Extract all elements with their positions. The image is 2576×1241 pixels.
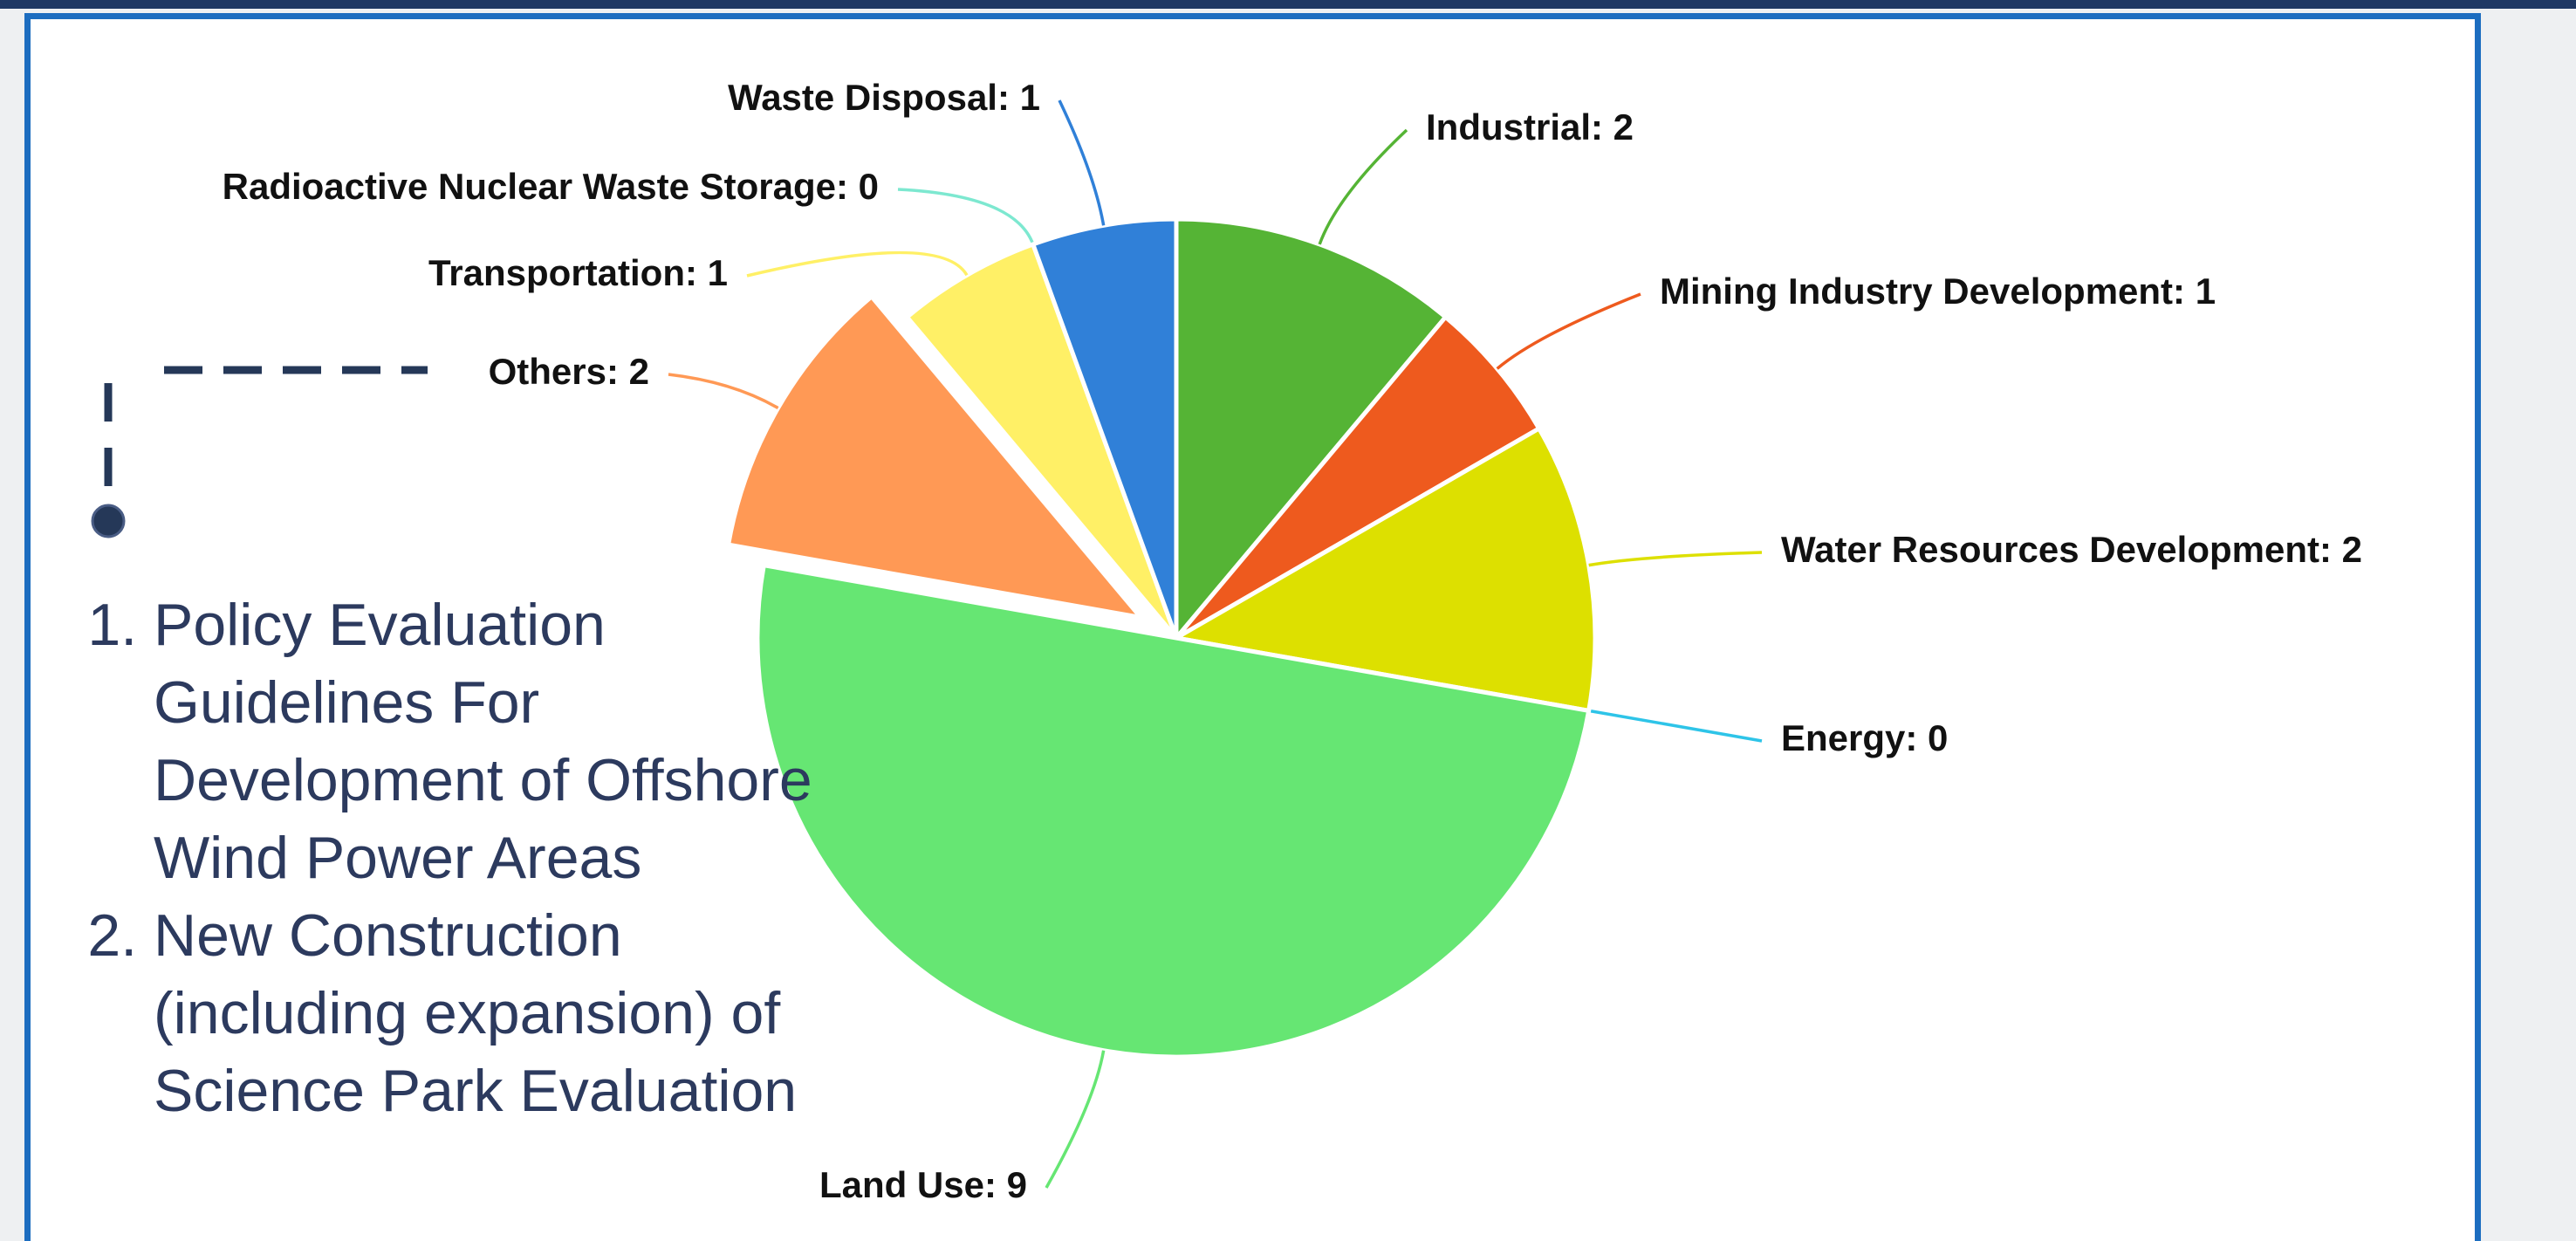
- slice-label: Radioactive Nuclear Waste Storage: 0: [223, 166, 879, 207]
- connector-dot: [91, 504, 126, 538]
- slice-label: Waste Disposal: 1: [728, 77, 1040, 118]
- pie-slice: [1030, 216, 1179, 639]
- leader-line: [1058, 99, 1106, 226]
- pie-slice: [1169, 425, 1598, 714]
- note-item: New Construction (including expansion) o…: [154, 897, 878, 1130]
- pie-slice: [1174, 216, 1449, 644]
- leader-line: [1045, 1050, 1106, 1189]
- leader-line: [1588, 709, 1763, 743]
- leader-line: [1588, 551, 1763, 567]
- leader-line: [1496, 292, 1641, 370]
- leader-line: [668, 373, 779, 410]
- slice-label: Energy: 0: [1781, 717, 1948, 758]
- slice-label: Transportation: 1: [428, 252, 728, 293]
- slice-label: Industrial: 2: [1426, 106, 1634, 147]
- slice-label: Water Resources Development: 2: [1781, 529, 2362, 570]
- annotation-connector: [91, 366, 428, 538]
- pie-slice: [725, 293, 1147, 621]
- slice-label: Mining Industry Development: 1: [1660, 271, 2216, 312]
- slice-label: Others: 2: [489, 351, 649, 392]
- notes-list: Policy Evaluation Guidelines For Develop…: [66, 586, 878, 1130]
- pie-slice: [1175, 313, 1543, 641]
- top-bar: [0, 0, 2576, 9]
- leader-line: [1318, 128, 1408, 245]
- leader-line: [897, 188, 1035, 245]
- slice-label: Land Use: 9: [819, 1164, 1027, 1205]
- leader-line: [746, 250, 969, 278]
- note-item: Policy Evaluation Guidelines For Develop…: [154, 586, 878, 897]
- pie-slice: [755, 562, 1592, 1059]
